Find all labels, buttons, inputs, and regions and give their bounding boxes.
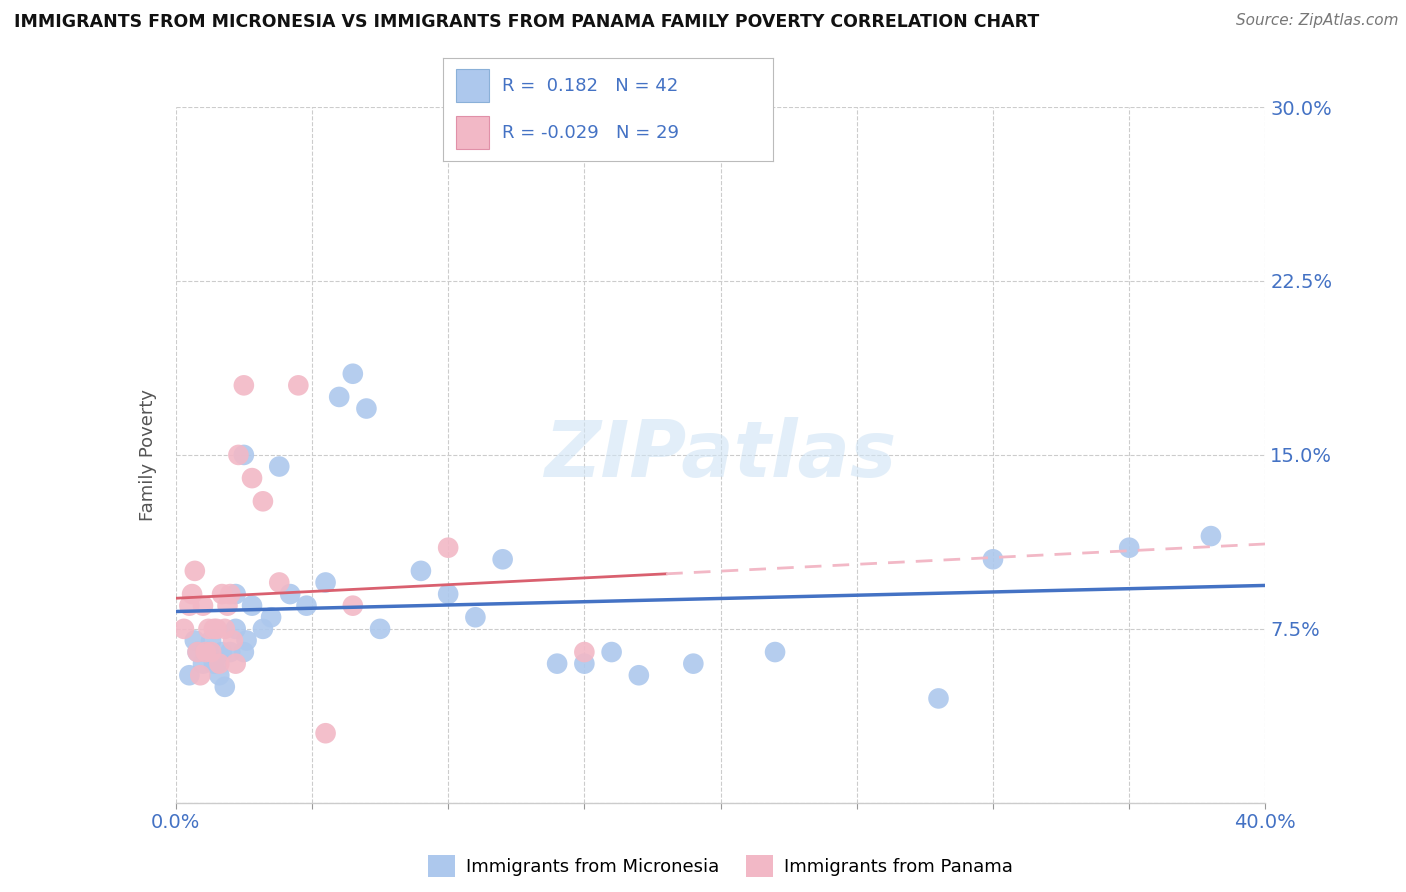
Point — [1199, 529, 1222, 543]
Point — [928, 691, 950, 706]
Point — [197, 622, 219, 636]
Point — [179, 668, 201, 682]
Point — [232, 448, 254, 462]
Point — [179, 599, 201, 613]
Point — [208, 657, 231, 671]
Point — [315, 726, 337, 740]
Point — [222, 633, 245, 648]
Point — [437, 587, 460, 601]
Point — [232, 378, 254, 392]
Point — [682, 657, 704, 671]
Point — [205, 657, 228, 671]
Point — [232, 645, 254, 659]
Point — [214, 622, 236, 636]
Point — [600, 645, 623, 659]
Point — [368, 622, 391, 636]
Point — [200, 645, 222, 659]
Point — [328, 390, 350, 404]
Point — [278, 587, 301, 601]
Point — [200, 633, 222, 648]
Point — [225, 622, 247, 636]
Point — [225, 587, 247, 601]
Point — [225, 657, 247, 671]
Point — [240, 599, 263, 613]
Point — [763, 645, 786, 659]
Point — [191, 657, 214, 671]
Point — [627, 668, 650, 682]
Point — [492, 552, 515, 566]
Point — [1118, 541, 1140, 555]
Point — [342, 367, 364, 381]
Point — [252, 494, 274, 508]
Point — [186, 645, 209, 659]
Point — [464, 610, 486, 624]
Point — [228, 448, 250, 462]
Point — [211, 645, 233, 659]
Point — [269, 459, 291, 474]
Point — [409, 564, 432, 578]
Point — [197, 645, 219, 659]
Point — [219, 587, 242, 601]
Point — [295, 599, 318, 613]
Point — [184, 564, 207, 578]
Point — [191, 599, 214, 613]
Point — [342, 599, 364, 613]
Point — [546, 657, 568, 671]
Point — [574, 657, 596, 671]
Point — [252, 622, 274, 636]
Point — [186, 645, 209, 659]
Point — [269, 575, 291, 590]
Point — [211, 587, 233, 601]
Point — [208, 668, 231, 682]
Point — [356, 401, 378, 416]
Point — [235, 633, 257, 648]
Text: IMMIGRANTS FROM MICRONESIA VS IMMIGRANTS FROM PANAMA FAMILY POVERTY CORRELATION : IMMIGRANTS FROM MICRONESIA VS IMMIGRANTS… — [14, 13, 1039, 31]
Text: R = -0.029   N = 29: R = -0.029 N = 29 — [502, 124, 679, 142]
Point — [260, 610, 283, 624]
Point — [184, 633, 207, 648]
Point — [574, 645, 596, 659]
Text: ZIPatlas: ZIPatlas — [544, 417, 897, 493]
Point — [219, 645, 242, 659]
Point — [437, 541, 460, 555]
Point — [217, 599, 239, 613]
Bar — [456, 117, 489, 149]
Point — [214, 680, 236, 694]
Point — [202, 657, 225, 671]
Point — [205, 622, 228, 636]
Point — [173, 622, 195, 636]
Text: R =  0.182   N = 42: R = 0.182 N = 42 — [502, 77, 679, 95]
Y-axis label: Family Poverty: Family Poverty — [139, 389, 157, 521]
Point — [240, 471, 263, 485]
Text: Source: ZipAtlas.com: Source: ZipAtlas.com — [1236, 13, 1399, 29]
Point — [188, 668, 211, 682]
Bar — [456, 70, 489, 102]
Point — [315, 575, 337, 590]
Point — [181, 587, 204, 601]
Point — [981, 552, 1004, 566]
Point — [287, 378, 309, 392]
Legend: Immigrants from Micronesia, Immigrants from Panama: Immigrants from Micronesia, Immigrants f… — [427, 855, 1014, 877]
Point — [194, 645, 217, 659]
Point — [202, 622, 225, 636]
